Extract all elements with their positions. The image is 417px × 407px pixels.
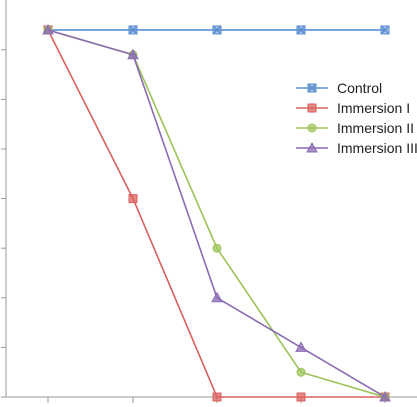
- data-point: [296, 367, 306, 377]
- legend-label: Immersion II: [337, 120, 414, 136]
- legend-marker: [307, 103, 317, 113]
- data-point-cross: [128, 25, 138, 35]
- series-line: [47, 29, 386, 398]
- series-4: [42, 23, 391, 402]
- series-layer: [42, 23, 391, 402]
- legend-label: Immersion III: [337, 140, 417, 156]
- data-point: [127, 48, 139, 60]
- legend-label: Control: [337, 80, 382, 96]
- series-line: [47, 29, 385, 398]
- series-1: [43, 25, 390, 35]
- legend-label: Immersion I: [337, 100, 410, 116]
- data-point: [212, 243, 222, 253]
- data-point: [296, 392, 306, 402]
- data-point: [212, 392, 222, 402]
- data-point: [211, 291, 223, 303]
- data-point-cross: [212, 25, 222, 35]
- series-line: [47, 29, 386, 398]
- data-point: [379, 390, 391, 402]
- legend-entry: Immersion I: [296, 100, 410, 116]
- data-point-cross: [380, 25, 390, 35]
- legend-marker-cross: [307, 83, 317, 93]
- legend-marker: [306, 141, 318, 153]
- data-point-cross: [296, 25, 306, 35]
- legend-entry: Control: [296, 80, 382, 96]
- data-point: [42, 23, 54, 35]
- legend-entry: Immersion III: [296, 140, 417, 156]
- data-point: [295, 341, 307, 352]
- data-point: [128, 194, 138, 204]
- legend: Control Immersion I Immersion II Immersion …: [296, 80, 417, 156]
- legend-entry: Immersion II: [296, 120, 414, 136]
- legend-marker: [307, 123, 317, 133]
